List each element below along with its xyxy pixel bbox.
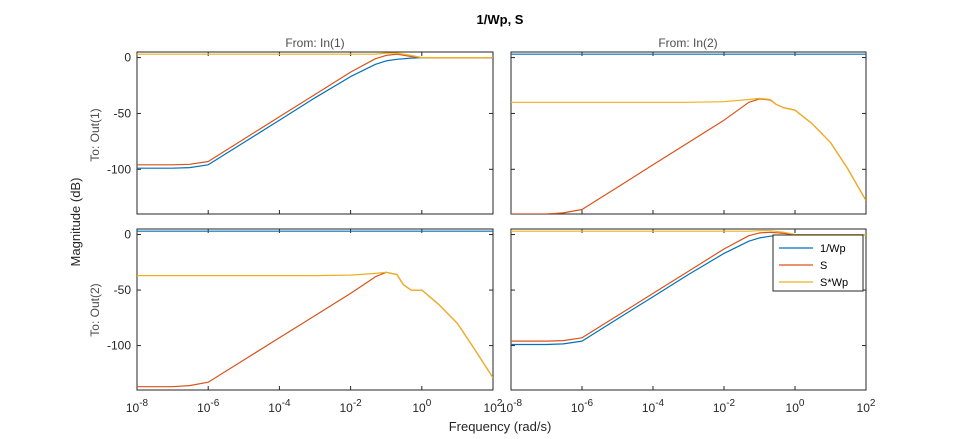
- y-tick-label: 0: [124, 51, 131, 65]
- row-title-2: To: Out(2): [88, 283, 102, 336]
- y-tick-label: -100: [107, 162, 131, 176]
- series-line-s-r1c1: [137, 53, 493, 166]
- series-line-swp-r2c1: [137, 271, 493, 379]
- axes-box-r1c2: [510, 51, 867, 215]
- y-tick-label: -50: [114, 283, 132, 297]
- series-line-s-r2c2: [511, 231, 866, 342]
- series-line-1wp-r1c1: [137, 56, 493, 169]
- y-tick-label: -100: [107, 339, 131, 353]
- y-axis-label: Magnitude (dB): [68, 178, 83, 267]
- column-title-2: From: In(2): [658, 36, 717, 50]
- legend: 1/Wp S S*Wp: [772, 234, 864, 292]
- axes-box-r2c1: [136, 228, 494, 391]
- chart-title: 1/Wp, S: [477, 12, 524, 27]
- legend-label-s: S: [820, 260, 827, 272]
- series-line-swp-r1c1: [137, 52, 493, 59]
- series-line-swp-r1c2: [511, 97, 866, 201]
- legend-label-1wp: 1/Wp: [820, 243, 846, 255]
- y-tick-label: -50: [114, 106, 132, 120]
- y-tick-label: 0: [124, 228, 131, 242]
- panel-r1c1: 0 -50 -100: [107, 51, 494, 215]
- legend-label-swp: S*Wp: [820, 277, 848, 289]
- series-line-swp-r2c2: [511, 230, 866, 236]
- axes-box-r1c1: [136, 51, 494, 215]
- panel-r1c2: [510, 51, 867, 215]
- x-axis-label: Frequency (rad/s): [449, 419, 552, 434]
- column-title-1: From: In(1): [285, 36, 344, 50]
- row-title-1: To: Out(1): [88, 108, 102, 161]
